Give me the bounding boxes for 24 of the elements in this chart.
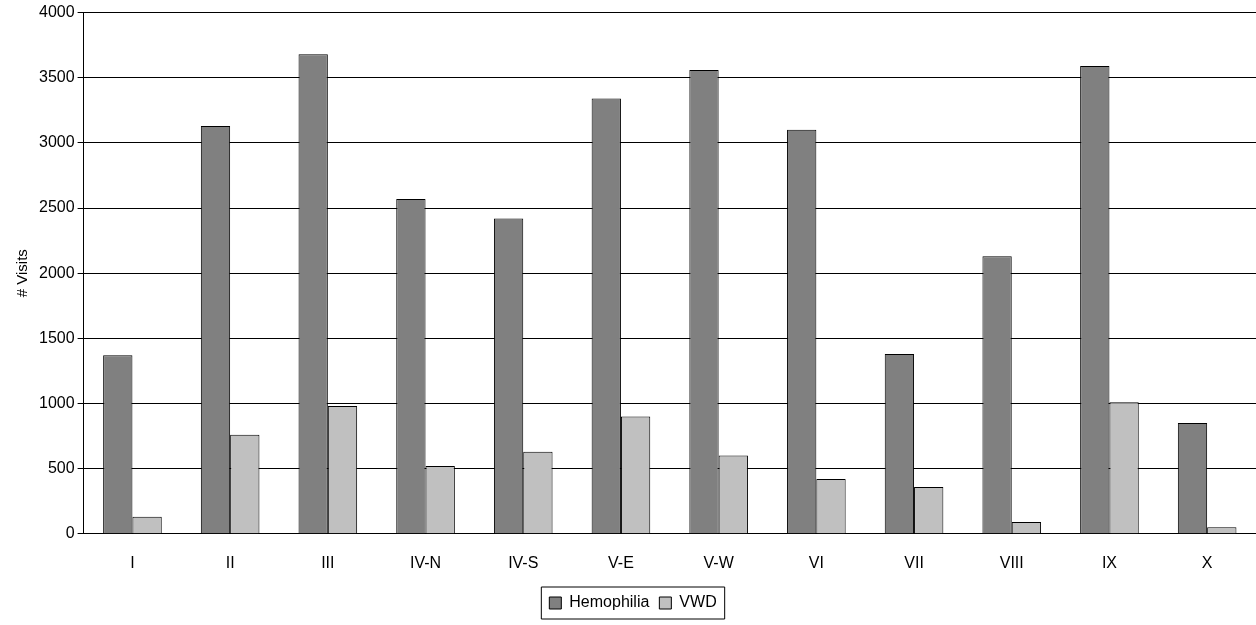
y-tick-label: 4000 — [39, 3, 75, 21]
x-tick-label: IV-S — [508, 553, 539, 571]
y-tick-label: 2500 — [39, 198, 75, 216]
x-tick-label: V-E — [608, 553, 634, 571]
x-tick-label: I — [130, 553, 135, 571]
x-tick-label: III — [321, 553, 335, 571]
y-axis-title: # Visits — [13, 249, 31, 298]
y-tick-label: 3500 — [39, 68, 75, 86]
y-tick-label: 1500 — [39, 328, 75, 346]
y-tick-label: 0 — [65, 524, 75, 542]
y-tick-label: 500 — [47, 459, 75, 477]
x-tick-label: V-W — [703, 553, 735, 571]
x-tick-label: X — [1201, 553, 1213, 571]
legend-label: VWD — [679, 593, 717, 611]
legend-label: Hemophilia — [569, 593, 650, 611]
y-tick-label: 1000 — [39, 393, 75, 411]
x-tick-label: VIII — [999, 553, 1024, 571]
x-tick-label: IV-N — [409, 553, 442, 571]
x-tick-label: II — [225, 553, 235, 571]
y-tick-label: 2000 — [39, 263, 75, 281]
x-tick-label: VII — [904, 553, 924, 571]
x-tick-label: IX — [1101, 553, 1118, 571]
x-tick-label: VI — [808, 553, 824, 571]
y-tick-label: 3000 — [39, 133, 75, 151]
